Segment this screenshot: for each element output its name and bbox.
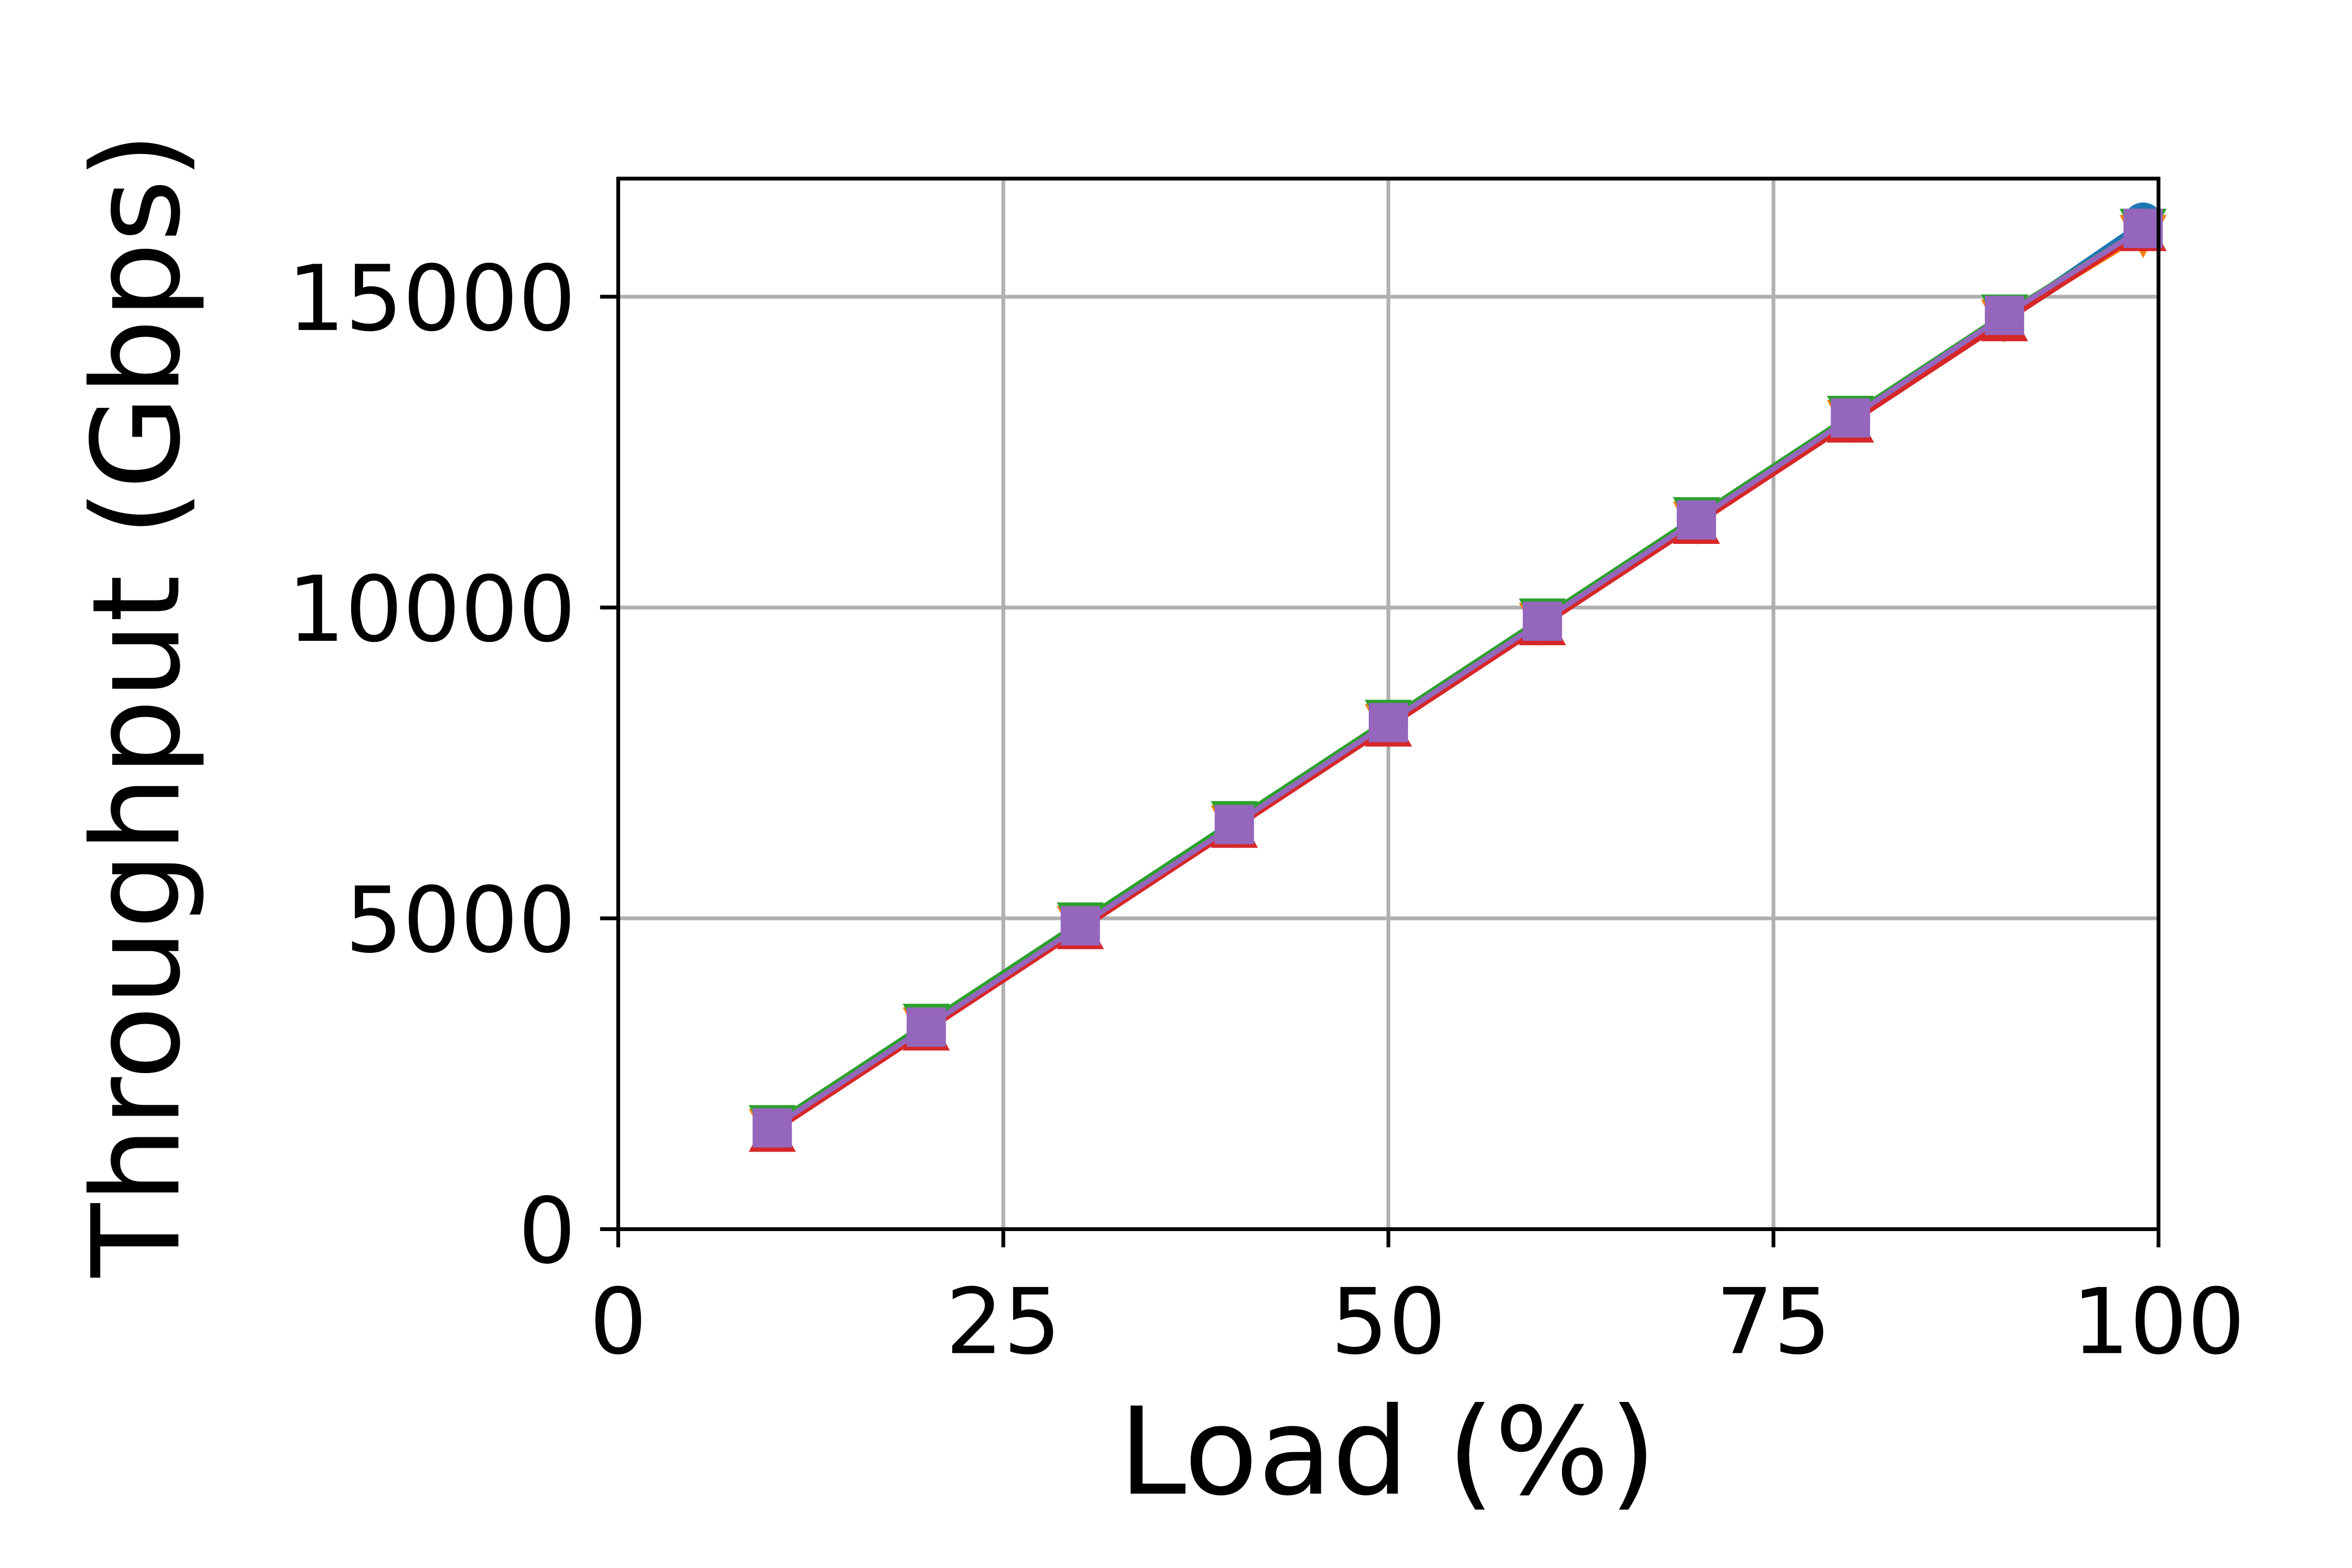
y-axis-label: Throughput (Gbps) xyxy=(67,132,207,1278)
x-tick-label: 0 xyxy=(590,1269,647,1375)
y-tick-label: 0 xyxy=(518,1179,576,1284)
plot-frame xyxy=(616,176,2161,1232)
x-tick-label: 25 xyxy=(946,1269,1061,1375)
marker xyxy=(1984,296,2024,335)
marker xyxy=(1522,601,1563,641)
series-line xyxy=(770,226,2145,1130)
marker xyxy=(752,1108,792,1148)
y-tick-label: 5000 xyxy=(345,868,576,973)
x-tick-label: 75 xyxy=(1716,1269,1831,1375)
marker xyxy=(2123,209,2163,248)
y-tick-label: 15000 xyxy=(287,246,576,352)
marker xyxy=(906,1007,946,1047)
x-tick-label: 100 xyxy=(2072,1269,2245,1375)
marker xyxy=(1830,398,1870,438)
y-tick-label: 10000 xyxy=(287,557,576,663)
marker xyxy=(1676,500,1716,540)
series-line xyxy=(770,229,2145,1135)
marker xyxy=(1061,906,1100,946)
marker xyxy=(1368,703,1408,743)
x-tick-label: 50 xyxy=(1331,1269,1446,1375)
x-axis-label: Load (%) xyxy=(1119,1382,1657,1522)
marker xyxy=(1215,805,1254,844)
